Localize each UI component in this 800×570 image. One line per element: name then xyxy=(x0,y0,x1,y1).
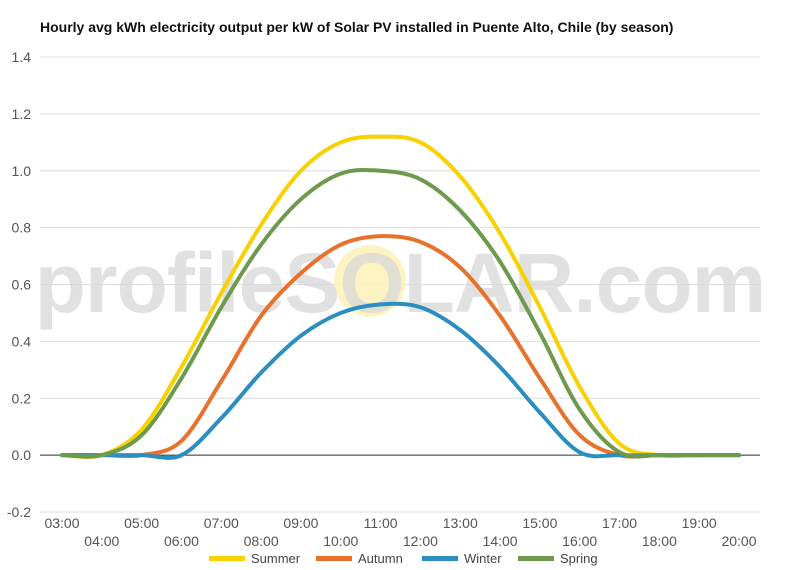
legend-swatch-summer xyxy=(209,555,245,561)
series-line-summer xyxy=(60,134,741,459)
chart-title: Hourly avg kWh electricity output per kW… xyxy=(40,19,674,35)
y-tick-label: 0.0 xyxy=(12,447,32,463)
x-tick-label: 14:00 xyxy=(483,533,518,549)
x-tick-label: 03:00 xyxy=(44,515,79,531)
legend-label-winter: Winter xyxy=(464,550,502,566)
x-tick-label: 18:00 xyxy=(642,533,677,549)
y-tick-label: 0.6 xyxy=(12,277,32,293)
legend-label-summer: Summer xyxy=(251,550,301,566)
x-tick-label: 20:00 xyxy=(721,533,756,549)
legend-label-autumn: Autumn xyxy=(358,550,403,566)
series-lines xyxy=(60,134,741,460)
watermark-sun-icon xyxy=(334,245,406,317)
series-line-spring xyxy=(60,167,741,459)
x-tick-label: 07:00 xyxy=(204,515,239,531)
x-tick-label: 15:00 xyxy=(522,515,557,531)
x-axis-ticks: 03:00 05:00 07:00 09:00 11:00 13:00 15:00 17:00… xyxy=(44,515,756,549)
legend-item-summer: Summer xyxy=(209,549,300,567)
legend-item-autumn: Autumn xyxy=(316,549,403,567)
watermark-text: profileSOLAR.com xyxy=(35,236,766,330)
x-tick-label: 04:00 xyxy=(84,533,119,549)
y-tick-label: -0.2 xyxy=(7,504,31,520)
legend-label-spring: Spring xyxy=(560,550,598,566)
y-tick-label: 1.4 xyxy=(12,49,32,65)
x-tick-label: 12:00 xyxy=(403,533,438,549)
y-tick-label: 0.4 xyxy=(12,333,32,349)
legend-item-spring: Spring xyxy=(518,549,598,567)
y-tick-label: 0.2 xyxy=(12,390,32,406)
watermark: profileSOLAR.com xyxy=(35,236,767,330)
y-axis-ticks: 1.4 1.2 1.0 0.8 0.6 0.4 0.2 0.0 -0.2 xyxy=(7,49,31,520)
x-tick-label: 09:00 xyxy=(283,515,318,531)
legend-swatch-spring xyxy=(518,555,554,561)
legend-swatch-winter xyxy=(422,555,458,561)
x-tick-label: 11:00 xyxy=(364,515,398,531)
y-tick-label: 1.0 xyxy=(12,163,32,179)
legend-swatch-autumn xyxy=(316,555,352,561)
x-tick-label: 13:00 xyxy=(443,515,478,531)
x-tick-label: 10:00 xyxy=(323,533,358,549)
legend: Summer Autumn Winter Spring xyxy=(0,549,800,567)
x-tick-label: 08:00 xyxy=(244,533,279,549)
legend-item-winter: Winter xyxy=(422,549,502,567)
x-tick-label: 05:00 xyxy=(124,515,159,531)
y-tick-label: 1.2 xyxy=(12,106,32,122)
x-tick-label: 19:00 xyxy=(682,515,717,531)
x-tick-label: 16:00 xyxy=(562,533,597,549)
x-tick-label: 17:00 xyxy=(602,515,637,531)
y-tick-label: 0.8 xyxy=(12,220,32,236)
x-tick-label: 06:00 xyxy=(164,533,199,549)
